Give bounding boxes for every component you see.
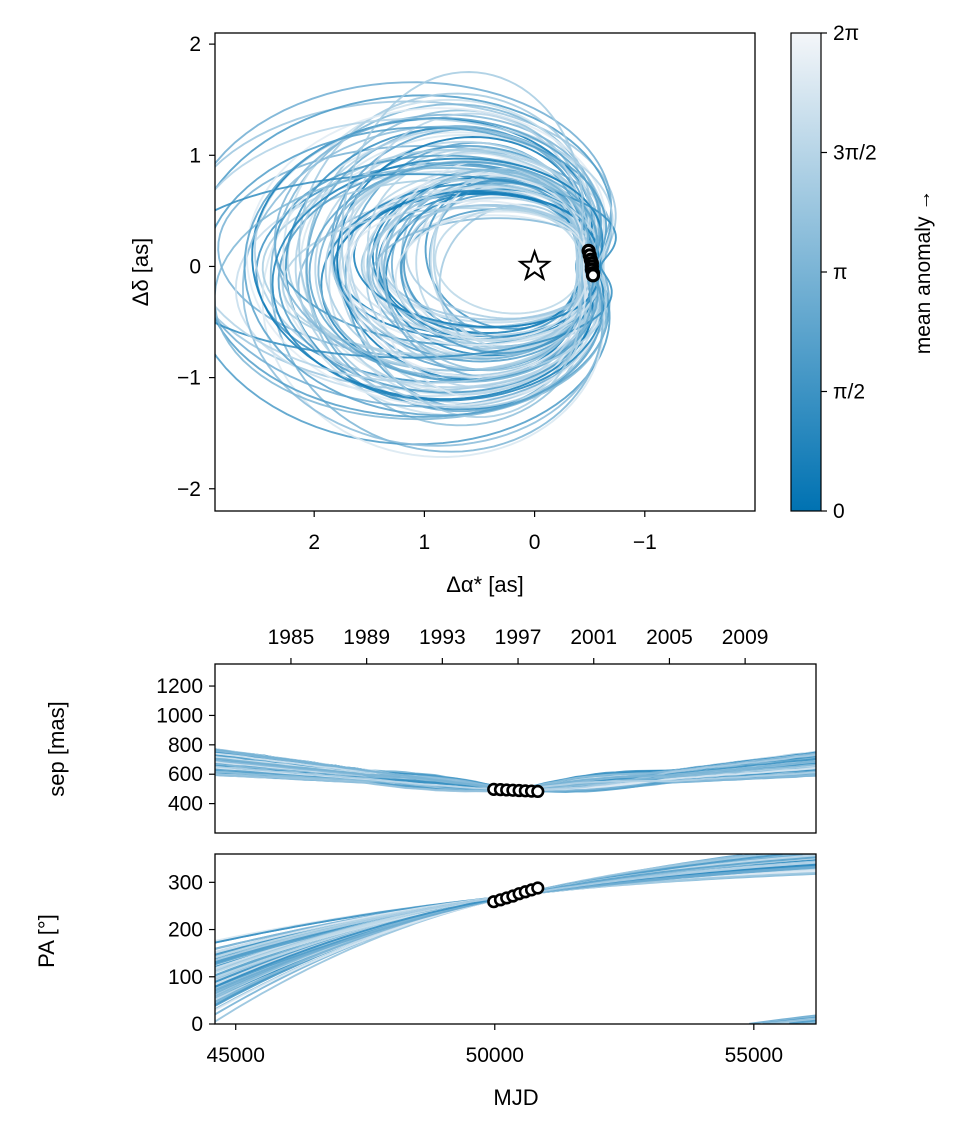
year-tick-label: 2001 — [570, 626, 617, 649]
y-tick-label: 400 — [168, 793, 203, 816]
orbit-track — [399, 180, 596, 355]
colorbar-label: mean anomaly → — [912, 190, 935, 355]
y-tick-label: −1 — [177, 367, 201, 390]
colorbar-tick-label: 3π/2 — [833, 142, 877, 165]
separation-observation-markers — [487, 782, 545, 799]
y-tick-label: 1200 — [156, 675, 203, 698]
position-angle-y-axis-label: PA [°] — [34, 914, 59, 968]
orbit-track — [317, 160, 592, 383]
y-tick-label: 1 — [189, 144, 201, 167]
orbit-track — [434, 208, 583, 315]
orbit-track — [243, 117, 603, 417]
x-tick-label: 0 — [529, 531, 541, 554]
colorbar-tick-label: π/2 — [833, 381, 865, 404]
position-angle-frame — [214, 853, 817, 1025]
y-tick-label: −2 — [177, 478, 201, 501]
colorbar-tick-label: 0 — [833, 500, 845, 523]
y-tick-label: 0 — [191, 1013, 203, 1036]
sky-y-axis-label: Δδ [as] — [128, 238, 153, 307]
orbit-track — [394, 210, 588, 341]
separation-observation-marker — [531, 784, 545, 799]
separation-panel: 400 600 800 1000 1200 1985 1989 1993 1997 2001 20… — [44, 626, 817, 834]
y-tick-label: 100 — [168, 966, 203, 989]
observation-marker — [585, 268, 601, 283]
y-tick-label: 300 — [168, 871, 203, 894]
x-tick-label: 2 — [308, 531, 320, 554]
y-tick-label: 0 — [189, 255, 201, 278]
y-tick-label: 200 — [168, 919, 203, 942]
sky-plane-panel: 2 1 0 −1 −2 −1 0 1 2 Δα* [as] Δδ [as] — [128, 32, 756, 597]
separation-frame — [214, 663, 817, 834]
position-angle-observation-marker — [531, 881, 545, 895]
sky-plane-frame — [214, 32, 756, 512]
y-tick-label: 800 — [168, 734, 203, 757]
sky-x-axis-label: Δα* [as] — [446, 572, 524, 597]
orbit-track — [383, 169, 583, 372]
sky-orbit-tracks — [215, 71, 617, 458]
orbit-track — [215, 117, 614, 384]
orbit-track — [340, 71, 584, 419]
orbit-track — [215, 94, 613, 446]
separation-y-ticks: 400 600 800 1000 1200 — [156, 675, 215, 816]
year-tick-label: 1993 — [419, 626, 466, 649]
year-tick-label: 1997 — [495, 626, 542, 649]
x-tick-label: 55000 — [725, 1044, 783, 1067]
colorbar-tick-label: π — [833, 261, 848, 284]
sky-y-ticks: −2 −1 0 1 2 — [177, 33, 215, 501]
position-angle-y-ticks: 0 100 200 300 — [168, 871, 215, 1036]
year-tick-label: 1989 — [343, 626, 390, 649]
mjd-x-axis-label: MJD — [493, 1085, 538, 1110]
mjd-x-ticks: 45000 50000 55000 — [207, 1024, 783, 1067]
y-tick-label: 2 — [189, 33, 201, 56]
position-angle-panel: 45000 50000 55000 0 100 200 300 MJD PA [°] — [34, 853, 817, 1110]
orbit-track — [245, 107, 607, 407]
y-tick-label: 1000 — [156, 704, 203, 727]
year-tick-label: 2005 — [646, 626, 693, 649]
position-angle-observation-markers — [487, 881, 545, 909]
year-tick-label: 2009 — [722, 626, 769, 649]
x-tick-label: −1 — [633, 531, 657, 554]
host-star-icon — [517, 248, 552, 282]
host-star-marker — [517, 248, 552, 282]
x-tick-label: 45000 — [207, 1044, 265, 1067]
year-axis-ticks: 1985 1989 1993 1997 2001 2005 2009 — [268, 626, 769, 664]
separation-tracks — [215, 748, 816, 793]
year-tick-label: 1985 — [268, 626, 315, 649]
colorbar-ticks: 0 π/2 π 3π/2 2π — [821, 22, 877, 523]
sky-x-ticks: 2 1 0 −1 — [308, 511, 657, 554]
y-tick-label: 600 — [168, 763, 203, 786]
orbit-track — [271, 157, 605, 402]
x-tick-label: 50000 — [466, 1044, 524, 1067]
colorbar: 0 π/2 π 3π/2 2π mean anomaly → — [790, 22, 935, 523]
colorbar-tick-label: 2π — [833, 22, 859, 45]
x-tick-label: 1 — [419, 531, 431, 554]
separation-y-axis-label: sep [mas] — [44, 701, 69, 796]
orbit-track — [308, 161, 599, 382]
colorbar-gradient — [791, 33, 821, 511]
position-angle-tracks — [215, 854, 816, 1024]
sky-observation-markers — [581, 243, 601, 283]
